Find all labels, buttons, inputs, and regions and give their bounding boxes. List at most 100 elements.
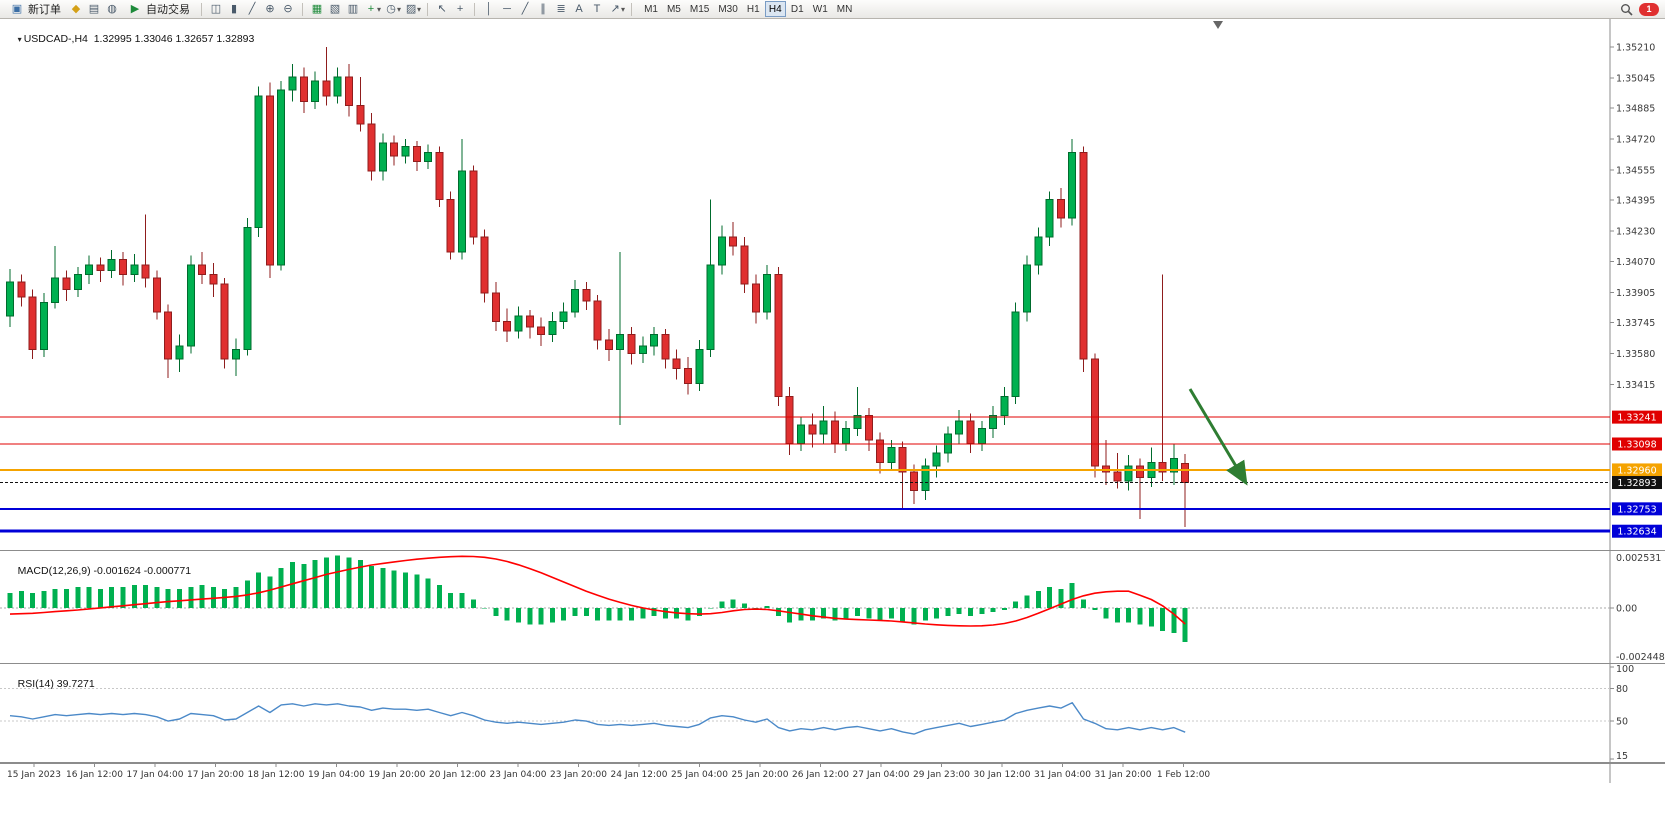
arrows-tool-button[interactable]: ↗ ▾	[607, 1, 625, 18]
new-order-button[interactable]: ▣ 新订单	[4, 1, 66, 18]
toolbar-separator	[631, 2, 633, 16]
candlestick-mode-icon[interactable]: ▮	[230, 2, 238, 15]
candle	[254, 95, 263, 228]
price-scale-label: 1.34230	[1616, 227, 1655, 238]
templates-button[interactable]: ▨ ▾	[403, 1, 421, 18]
candle	[299, 76, 308, 103]
candle	[785, 396, 794, 445]
candle	[616, 334, 625, 351]
new-chart-icon[interactable]: ▧	[329, 2, 341, 15]
candle	[62, 277, 71, 290]
candle	[582, 288, 591, 302]
candle	[1124, 465, 1133, 482]
candle	[311, 80, 320, 103]
candle	[243, 226, 252, 351]
candle	[1000, 396, 1009, 416]
candle	[96, 264, 105, 272]
timeframe-button-mn[interactable]: MN	[833, 1, 857, 17]
chart-shift-marker-icon[interactable]	[1213, 21, 1223, 29]
arrow-object[interactable]	[1188, 388, 1248, 486]
chart-symbol-period: USDCAD-,H4	[23, 33, 88, 45]
news-icon[interactable]: ◍	[107, 2, 117, 15]
candle	[412, 146, 421, 163]
periods-button[interactable]: ◷ ▾	[383, 1, 401, 18]
macd-canvas[interactable]: 0.002531 0.00 -0.002448	[0, 551, 1665, 663]
autotrading-button[interactable]: ▶ 自动交易	[122, 1, 195, 18]
rsi-line	[9, 702, 1186, 735]
zoom-in-icon[interactable]: ⊕	[265, 2, 275, 15]
price-badge-label: 1.32960	[1617, 465, 1656, 476]
rsi-name: RSI(14)	[17, 678, 54, 690]
candle	[797, 424, 805, 445]
candle	[672, 358, 681, 369]
timeframe-button-m1[interactable]: M1	[640, 1, 662, 17]
time-axis-canvas[interactable]: 15 Jan 2023 16 Jan 12:00 17 Jan 04:00 17 Ja…	[0, 763, 1665, 783]
bar-chart-icon[interactable]: ◫	[210, 2, 222, 15]
candle	[684, 367, 692, 384]
candle	[638, 345, 647, 354]
crosshair-tool-icon[interactable]: +	[456, 2, 464, 15]
macd-panel[interactable]: 0.002531 0.00 -0.002448 MACD(12,26,9) -0.0…	[0, 551, 1665, 664]
notification-badge[interactable]: 1	[1639, 2, 1659, 16]
macd-label: MACD(12,26,9) -0.001624 -0.000771	[6, 553, 191, 589]
candle	[1056, 198, 1065, 219]
candle	[932, 452, 941, 467]
candle	[977, 428, 986, 445]
timeframe-button-h1[interactable]: H1	[743, 1, 764, 17]
candle	[51, 277, 60, 304]
horizontal-line-tool-icon[interactable]: ─	[503, 2, 511, 15]
tile-windows-icon[interactable]: ▦	[311, 2, 323, 15]
chart-low-value: 1.32657	[175, 33, 214, 45]
new-order-icon: ▣	[11, 2, 23, 15]
print-icon[interactable]: ▤	[88, 2, 100, 15]
candles-layer	[6, 47, 1190, 527]
candle	[119, 258, 127, 275]
channel-tool-icon[interactable]: ∥	[540, 2, 546, 15]
candle	[864, 414, 873, 441]
label-tool-icon[interactable]: T	[593, 2, 601, 15]
fibonacci-tool-icon[interactable]: ≣	[556, 2, 566, 15]
line-chart-icon[interactable]: ╱	[248, 2, 256, 15]
search-icon[interactable]	[1620, 3, 1633, 16]
candle	[1181, 462, 1190, 484]
candle	[559, 311, 568, 322]
toolbar-separator	[427, 2, 429, 16]
price-scale-label: 1.34395	[1616, 196, 1655, 207]
text-tool-icon[interactable]: A	[575, 2, 583, 15]
time-axis-label: 15 Jan 2023	[7, 770, 61, 780]
time-axis[interactable]: 15 Jan 2023 16 Jan 12:00 17 Jan 04:00 17 Ja…	[0, 763, 1665, 783]
timeframe-button-h4[interactable]: H4	[764, 1, 786, 17]
time-axis-label: 27 Jan 04:00	[853, 770, 910, 780]
candle	[220, 283, 229, 360]
price-chart-canvas[interactable]: 1.35210 1.35045 1.34885 1.34720 1.34555 1.343…	[0, 19, 1665, 550]
symbols-icon[interactable]: ◆	[71, 2, 81, 15]
timeframe-button-d1[interactable]: D1	[787, 1, 808, 17]
indicators-button[interactable]: + ▾	[363, 1, 381, 18]
candle	[367, 123, 376, 172]
candle	[650, 334, 659, 347]
timeframe-button-w1[interactable]: W1	[809, 1, 832, 17]
candle	[1113, 471, 1122, 482]
time-axis-label: 31 Jan 20:00	[1095, 770, 1152, 780]
time-axis-label: 25 Jan 04:00	[671, 770, 728, 780]
chart-open-value: 1.32995	[93, 33, 132, 45]
trendline-tool-icon[interactable]: ╱	[521, 2, 529, 15]
price-chart-panel[interactable]: 1.35210 1.35045 1.34885 1.34720 1.34555 1.343…	[0, 19, 1665, 551]
vertical-line-tool-icon[interactable]: │	[485, 2, 493, 15]
profiles-icon[interactable]: ▥	[347, 2, 359, 15]
candle	[729, 236, 738, 247]
rsi-panel[interactable]: 100 80 50 15 RSI(14) 39.7271	[0, 664, 1665, 763]
candle	[774, 273, 783, 398]
timeframe-button-m15[interactable]: M15	[686, 1, 713, 17]
rsi-canvas[interactable]: 100 80 50 15	[0, 664, 1665, 762]
cursor-tool-icon[interactable]: ↖	[437, 2, 447, 15]
price-scale-label: 1.33745	[1616, 318, 1655, 329]
rsi-scale-label: 15	[1616, 751, 1628, 762]
timeframe-button-m30[interactable]: M30	[714, 1, 741, 17]
macd-scale-label: 0.002531	[1616, 553, 1661, 564]
macd-histogram	[7, 555, 1188, 642]
zoom-out-icon[interactable]: ⊖	[283, 2, 293, 15]
time-axis-label: 24 Jan 12:00	[611, 770, 668, 780]
autotrading-play-icon: ▶	[130, 2, 140, 15]
timeframe-button-m5[interactable]: M5	[663, 1, 685, 17]
